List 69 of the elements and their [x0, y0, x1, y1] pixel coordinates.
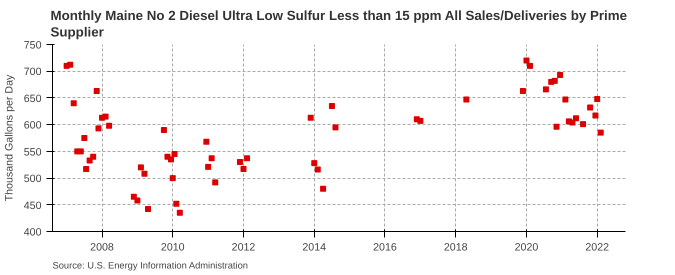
point	[417, 118, 424, 124]
x-tick-label: 2020	[514, 242, 538, 254]
x-tick-label: 2022	[585, 242, 610, 254]
point	[542, 86, 549, 92]
point	[523, 58, 530, 64]
x-tick-label: 2016	[373, 242, 397, 254]
x-tick-label: 2014	[302, 242, 326, 254]
y-tick-label: 700	[24, 66, 42, 78]
point	[552, 78, 558, 84]
point	[463, 96, 470, 103]
point	[141, 170, 148, 177]
point	[212, 179, 218, 186]
point	[580, 121, 586, 128]
point	[569, 120, 576, 126]
point	[67, 62, 74, 68]
point	[173, 200, 180, 207]
chart-title: Monthly Maine No 2 Diesel Ultra Low Sulfur Less than 15 ppm All Sales/Deliveries by Prime Supplier	[50, 8, 627, 40]
y-axis-title: Thousand Gallons per Day	[4, 74, 16, 202]
point	[70, 100, 77, 106]
x-tick-label: 2018	[444, 242, 468, 254]
point	[90, 154, 96, 160]
point	[332, 124, 338, 130]
y-tick-label: 500	[24, 173, 42, 186]
point	[203, 138, 210, 145]
y-tick-label: 400	[24, 226, 42, 238]
y-tick-label: 650	[24, 92, 42, 105]
point	[328, 102, 335, 109]
point	[138, 164, 144, 170]
point	[208, 155, 215, 162]
x-tick-label: 2012	[232, 242, 256, 254]
source-note: Source: U.S. Energy Information Administration	[52, 260, 248, 270]
point	[320, 186, 326, 192]
point	[594, 96, 600, 102]
point	[236, 159, 243, 166]
point	[83, 166, 90, 172]
point	[78, 148, 84, 154]
y-tick-label: 550	[24, 146, 42, 158]
point	[205, 164, 212, 170]
point	[134, 198, 140, 204]
point	[311, 160, 318, 166]
point	[160, 126, 167, 133]
point	[598, 130, 604, 136]
point	[145, 206, 151, 212]
x-tick-label: 2010	[160, 242, 185, 254]
point	[176, 210, 183, 216]
point	[562, 96, 568, 103]
point	[95, 125, 102, 132]
point	[308, 114, 314, 121]
point	[94, 88, 100, 94]
point	[527, 62, 533, 69]
point	[554, 124, 560, 130]
x-tick-label: 2008	[90, 242, 114, 254]
point	[572, 115, 579, 122]
point	[314, 166, 321, 173]
point	[520, 88, 526, 94]
point	[240, 166, 246, 172]
y-tick-label: 600	[24, 120, 42, 132]
point	[557, 72, 564, 78]
point	[81, 135, 88, 141]
point	[106, 122, 112, 129]
point	[102, 114, 109, 120]
point	[592, 112, 598, 119]
point	[172, 151, 178, 158]
point	[170, 175, 176, 182]
point	[244, 155, 250, 162]
y-tick-label: 750	[24, 40, 42, 52]
y-tick-label: 450	[24, 200, 42, 212]
point	[587, 104, 594, 111]
point	[168, 156, 174, 162]
